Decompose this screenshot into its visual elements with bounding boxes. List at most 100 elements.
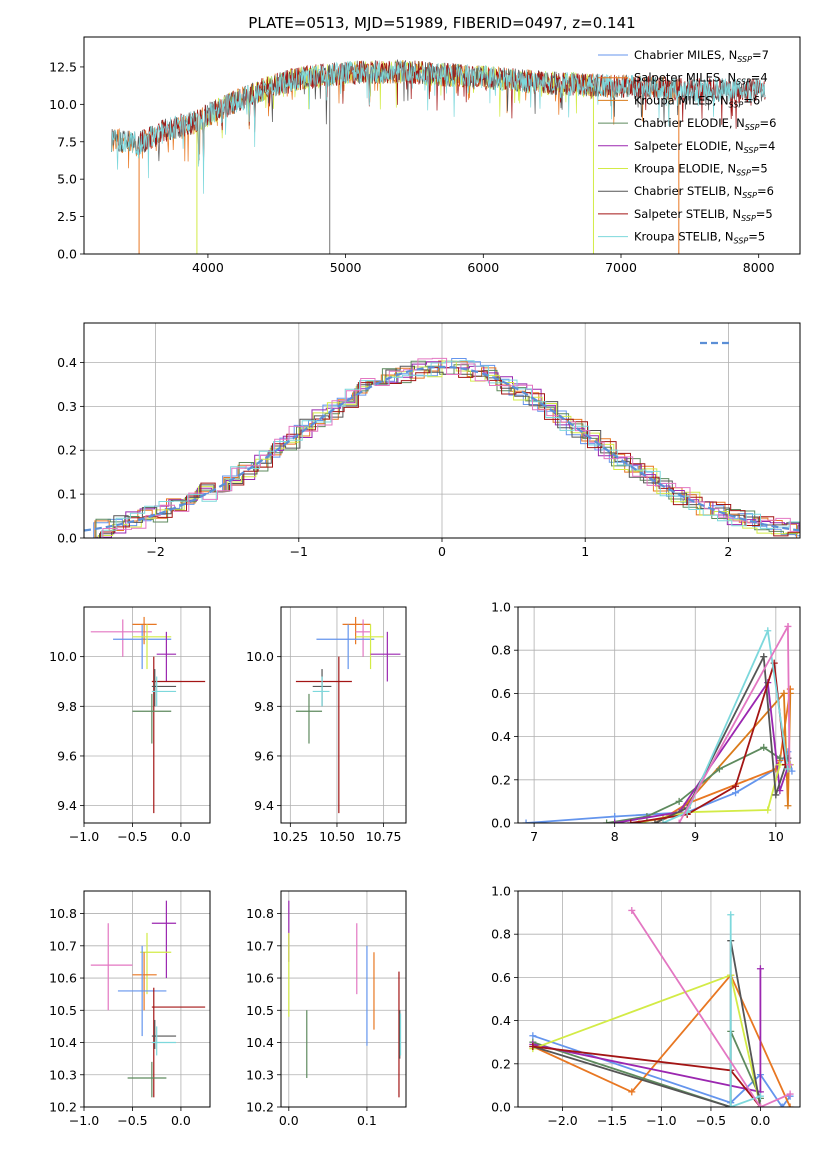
y-tick-label: 0.3 [57, 399, 77, 414]
x-tick-label: −1.0 [69, 1113, 99, 1128]
weight-marker [727, 1103, 735, 1107]
x-tick-label: 0.0 [171, 829, 191, 844]
panel-massweight_vs_age: 7 8 9 10 0.0 0.2 0.4 0.6 0.8 1.0 [491, 600, 801, 844]
weight-marker [756, 1103, 764, 1107]
y-tick-label: 0.0 [57, 247, 77, 262]
weight-marker [732, 789, 740, 797]
weight-series [631, 909, 791, 1107]
y-tick-label: 9.6 [254, 748, 274, 763]
y-tick-label: 0.0 [491, 816, 511, 831]
legend-tail: =6 [743, 93, 760, 107]
x-tick-label: −1.5 [597, 1113, 627, 1128]
legend-entry: Chabrier MILES, NSSP=7 [634, 48, 769, 64]
weight-series [532, 940, 762, 1107]
y-tick-label: 0.0 [57, 531, 77, 546]
panel-mass_vs_EBV: 0.0 0.1 10.2 10.3 10.4 10.5 10.6 10.7 10.8 [246, 890, 407, 1128]
y-tick-label: 10.3 [49, 1067, 77, 1082]
weight-marker [727, 911, 735, 919]
weight-series [630, 662, 787, 823]
errorbar-point [132, 624, 172, 670]
plot-area [90, 616, 206, 814]
y-tick-label: 10.4 [246, 1035, 274, 1050]
x-tick-label: 0 [438, 544, 446, 559]
weight-marker [628, 1088, 636, 1096]
y-tick-label: 10.5 [246, 1003, 274, 1018]
panel-spectrum: 4000 5000 6000 7000 8000 0.0 2.5 5.0 7.5 10.0 12.5… [49, 36, 801, 275]
legend-sub: SSP [744, 146, 759, 155]
legend-label: Salpeter STELIB, N [634, 207, 741, 221]
x-tick-label: 10.50 [319, 829, 355, 844]
y-tick-label: 10.0 [246, 649, 274, 664]
histogram-series [86, 367, 800, 538]
weight-marker [788, 767, 796, 775]
weight-marker [611, 819, 619, 823]
weight-marker [715, 765, 723, 773]
y-tick-label: 5.0 [57, 172, 77, 187]
legend-sub: SSP [736, 169, 751, 178]
panel-age_vs_mass: 10.25 10.50 10.75 9.4 9.6 9.8 10.0 [246, 606, 407, 844]
errorbar-point [295, 656, 352, 814]
errorbar-point [132, 693, 172, 744]
legend-sub: SSP [729, 100, 744, 109]
y-tick-label: 10.4 [49, 1035, 77, 1050]
y-tick-label: 0.2 [491, 772, 511, 787]
legend-entry: Kroupa ELODIE, NSSP=5 [634, 162, 768, 178]
weight-marker [635, 819, 643, 823]
weight-marker [786, 761, 794, 769]
plot-area [522, 622, 796, 823]
x-tick-label: −1.0 [69, 829, 99, 844]
legend-tail: =4 [758, 139, 775, 153]
weight-marker [760, 743, 768, 751]
weight-marker [786, 1090, 794, 1098]
x-tick-label: 0.0 [279, 1113, 299, 1128]
legend-entry: Salpeter STELIB, NSSP=5 [634, 207, 773, 223]
weight-marker [764, 627, 772, 635]
x-tick-label: 0.0 [750, 1113, 770, 1128]
y-tick-label: 10.7 [49, 938, 77, 953]
weight-marker [784, 622, 792, 630]
y-tick-label: 10.8 [246, 906, 274, 921]
weight-series [526, 749, 793, 823]
x-tick-label: 1 [581, 544, 589, 559]
y-tick-label: 10.3 [246, 1067, 274, 1082]
y-tick-label: 9.6 [57, 748, 77, 763]
weight-marker [776, 754, 784, 762]
normal-curve [84, 365, 800, 532]
legend-sub: SSP [737, 55, 752, 64]
x-tick-label: −1.0 [646, 1113, 676, 1128]
errorbar-point [117, 945, 167, 1037]
errorbar-point [151, 1026, 177, 1056]
x-tick-label: 10.25 [272, 829, 308, 844]
y-tick-label: 12.5 [49, 59, 77, 74]
weight-marker [659, 819, 667, 823]
x-tick-label: 5000 [330, 260, 362, 275]
legend-label: Chabrier STELIB, N [634, 184, 742, 198]
errorbar-point [151, 900, 177, 979]
errorbar-point [140, 932, 172, 995]
legend-tail: =7 [752, 48, 769, 62]
x-tick-label: 0.1 [357, 1113, 377, 1128]
errorbar-point [132, 616, 157, 645]
y-tick-label: 0.8 [491, 643, 511, 658]
y-tick-label: 10.2 [49, 1100, 77, 1115]
y-tick-label: 1.0 [491, 600, 511, 615]
y-tick-label: 10.6 [49, 971, 77, 986]
legend-tail: =6 [757, 184, 774, 198]
y-tick-label: 0.0 [491, 1100, 511, 1115]
x-tick-label: 2 [724, 544, 732, 559]
legend-sub: SSP [736, 78, 751, 87]
y-tick-label: 0.6 [491, 686, 511, 701]
panel-mass_vs_Z: −1.0 −0.5 0.0 10.2 10.3 10.4 10.5 10.6 10.7 10.8 [49, 890, 211, 1128]
x-tick-label: 8000 [743, 260, 775, 275]
x-tick-label: 0.0 [171, 1113, 191, 1128]
legend-sub: SSP [742, 191, 757, 200]
x-tick-label: −0.5 [117, 829, 147, 844]
plot-area [84, 357, 800, 538]
errorbar-point [355, 624, 384, 670]
weight-marker [756, 965, 764, 973]
legend-entry: Kroupa STELIB, NSSP=5 [634, 230, 765, 246]
plot-area [111, 58, 766, 254]
weight-marker [628, 906, 636, 914]
plot-area [529, 906, 794, 1107]
